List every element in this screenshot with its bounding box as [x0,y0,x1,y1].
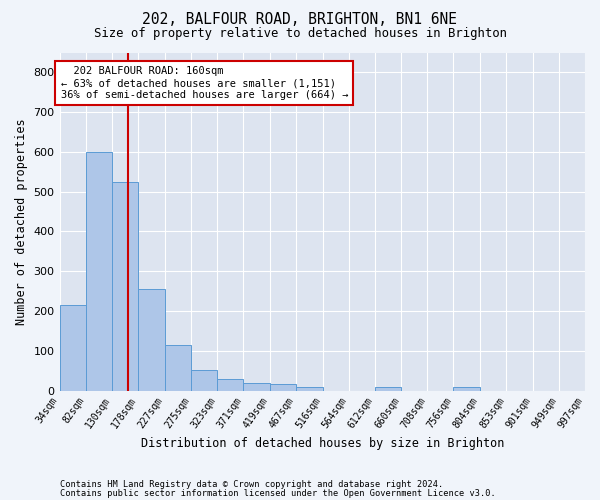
Text: 202 BALFOUR ROAD: 160sqm
← 63% of detached houses are smaller (1,151)
36% of sem: 202 BALFOUR ROAD: 160sqm ← 63% of detach… [61,66,348,100]
Text: Size of property relative to detached houses in Brighton: Size of property relative to detached ho… [94,28,506,40]
Bar [296,386,323,390]
Bar [59,305,86,390]
Text: 202, BALFOUR ROAD, BRIGHTON, BN1 6NE: 202, BALFOUR ROAD, BRIGHTON, BN1 6NE [143,12,458,28]
Y-axis label: Number of detached properties: Number of detached properties [15,118,28,325]
Bar [269,384,296,390]
Bar [86,152,112,390]
X-axis label: Distribution of detached houses by size in Brighton: Distribution of detached houses by size … [140,437,504,450]
Bar [454,386,479,390]
Bar [244,382,269,390]
Bar [217,378,244,390]
Bar [375,386,401,390]
Text: Contains public sector information licensed under the Open Government Licence v3: Contains public sector information licen… [60,488,496,498]
Bar [112,182,138,390]
Bar [138,289,165,390]
Text: Contains HM Land Registry data © Crown copyright and database right 2024.: Contains HM Land Registry data © Crown c… [60,480,443,489]
Bar [165,345,191,391]
Bar [191,370,217,390]
